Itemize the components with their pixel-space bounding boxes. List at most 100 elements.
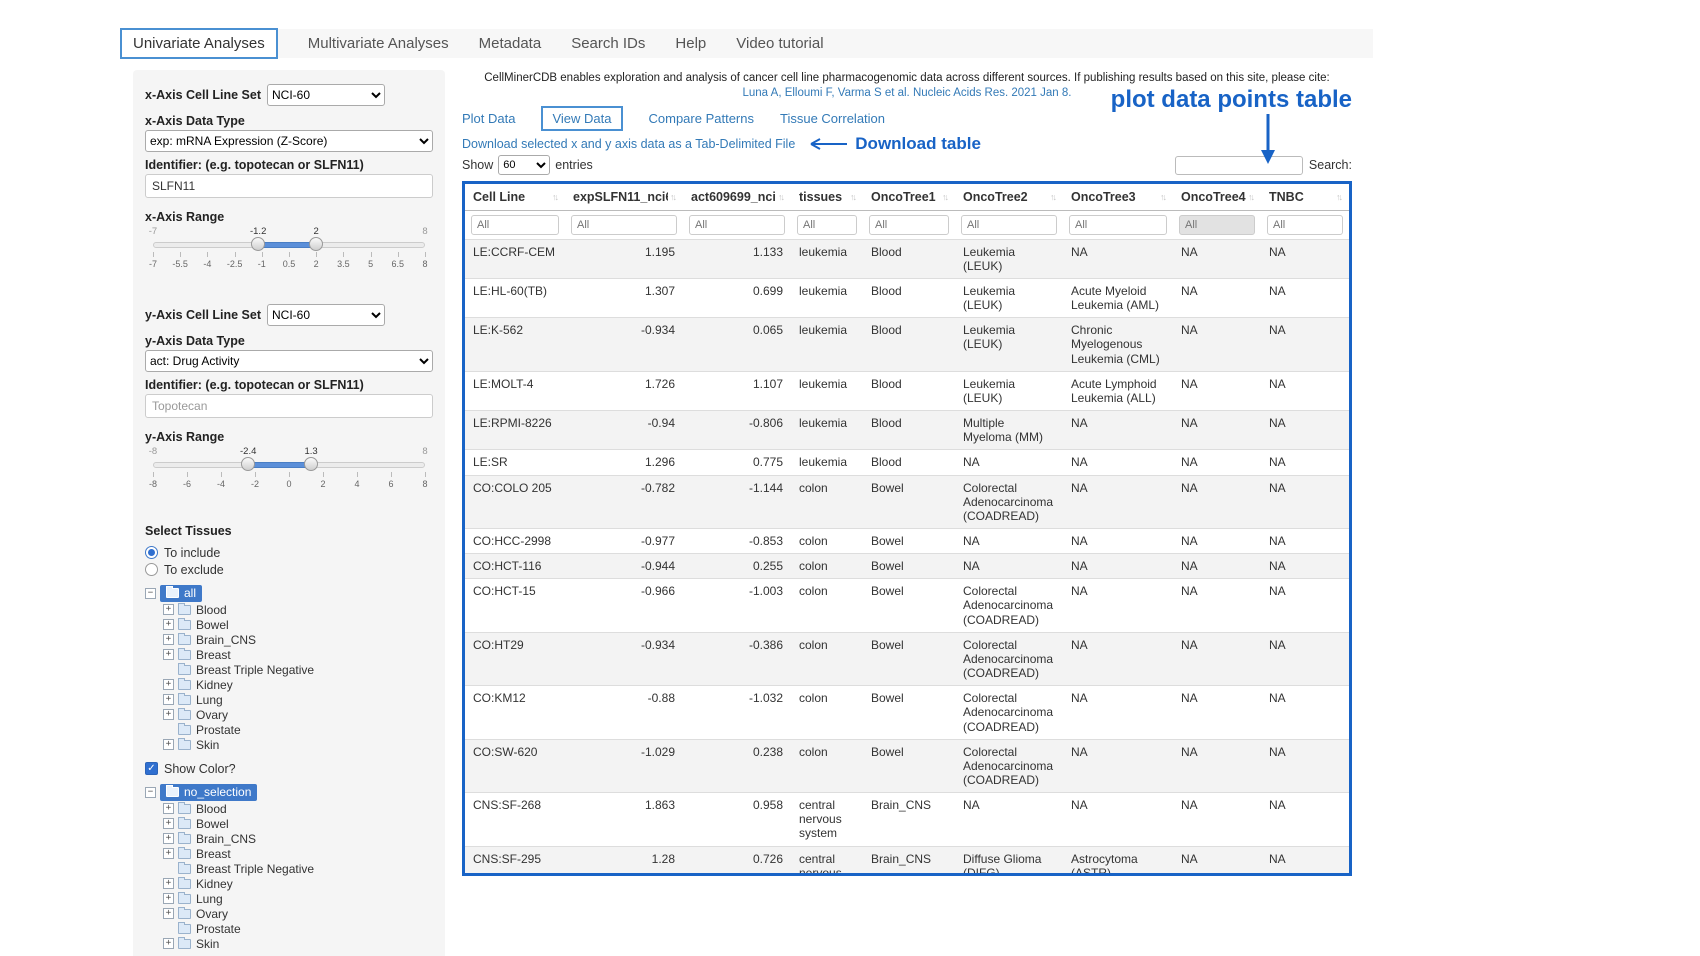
filter-input-oncotree4[interactable] [1179,214,1255,235]
nav-tab-help[interactable]: Help [675,35,707,52]
tree-item-kidney[interactable]: + Kidney [145,876,433,891]
table-row[interactable]: LE:MOLT-4 1.726 1.107 leukemia Blood Leukemia… [465,370,1349,411]
table-row[interactable]: CO:HCT-15 -0.966 -1.003 colon Bowel Colorecta… [465,578,1349,633]
column-header-act609699-nci60[interactable]: act609699_nci60↑↓ [683,183,791,211]
tree-item-bowel[interactable]: + Bowel [145,816,433,831]
expand-icon[interactable]: + [163,893,174,904]
expand-icon[interactable]: + [163,649,174,660]
tree-item-bowel[interactable]: + Bowel [145,617,433,632]
tree-item-breast-triple-negative[interactable]: Breast Triple Negative [145,861,433,876]
table-row[interactable]: LE:RPMI-8226 -0.94 -0.806 leukemia Blood Mult… [465,410,1349,450]
tissue-exclude-radio[interactable]: To exclude [145,561,433,578]
table-row[interactable]: LE:K-562 -0.934 0.065 leukemia Blood Leukemia… [465,317,1349,372]
nav-tab-metadata[interactable]: Metadata [478,35,542,52]
tree-root-no-selection[interactable]: − no_selection [145,783,433,801]
table-row[interactable]: CO:HCT-116 -0.944 0.255 colon Bowel NA NA NA NA [465,553,1349,579]
column-header-oncotree3[interactable]: OncoTree3 ↑↓ [1063,183,1173,211]
tree-item-prostate[interactable]: Prostate [145,921,433,936]
tree-item-kidney[interactable]: + Kidney [145,677,433,692]
show-color-checkbox[interactable]: ✓ Show Color? [145,760,433,777]
filter-input-tissues[interactable] [797,214,857,235]
expand-icon[interactable]: + [163,679,174,690]
x-range-slider[interactable]: -7 -1.2 2 8 -7 -5.5 -4 -2.5 -1 0.5 2 3.5 5 6.5 8 [149,226,428,282]
nav-tab-univariate-analyses[interactable]: Univariate Analyses [120,28,278,59]
tab-view-data[interactable]: View Data [541,105,623,131]
collapse-icon[interactable]: − [145,587,156,599]
y-cell-line-set-select[interactable]: NCI-60 [267,304,386,326]
table-row[interactable]: LE:CCRF-CEM 1.195 1.133 leukemia Blood Leukem… [465,238,1349,279]
filter-input-tnbc[interactable] [1267,214,1343,235]
tree-item-breast[interactable]: + Breast [145,647,433,662]
x-slider-handle-high[interactable] [309,237,324,251]
download-link[interactable]: Download selected x and y axis data as a… [462,136,796,151]
expand-icon[interactable]: + [163,878,174,889]
column-header-tnbc[interactable]: TNBC ↑↓ [1261,183,1349,211]
expand-icon[interactable]: + [163,619,174,630]
table-row[interactable]: CO:SW-620 -1.029 0.238 colon Bowel Colorectal… [465,738,1349,793]
tab-plot-data[interactable]: Plot Data [462,110,516,126]
table-row[interactable]: CO:KM12 -0.88 -1.032 colon Bowel Colorectal A… [465,685,1349,740]
tab-tissue-correlation[interactable]: Tissue Correlation [780,110,886,126]
tissue-include-radio[interactable]: To include [145,544,433,561]
expand-icon[interactable]: + [163,604,174,615]
table-row[interactable]: LE:SR 1.296 0.775 leukemia Blood NA NA NA NA [465,449,1349,476]
expand-icon[interactable]: + [163,938,174,949]
column-header-oncotree1[interactable]: OncoTree1 ↑↓ [863,183,955,211]
citation-link[interactable]: Luna A, Elloumi F, Varma S et al. Nuclei… [742,86,1072,99]
entries-select[interactable]: 60 [498,154,551,175]
y-slider-handle-low[interactable] [241,457,256,471]
expand-icon[interactable]: + [163,848,174,859]
column-header-oncotree4[interactable]: OncoTree4 ↑↓ [1173,183,1261,211]
x-data-type-select[interactable]: exp: mRNA Expression (Z-Score) [145,130,433,152]
tree-item-skin[interactable]: + Skin [145,936,433,951]
column-header-tissues[interactable]: tissues ↑↓ [791,183,863,211]
y-range-slider[interactable]: -8 -2.4 1.3 8 -8 -6 -4 -2 0 2 4 6 8 [149,446,428,502]
expand-icon[interactable]: + [163,818,174,829]
filter-input-expslfn11-nci60[interactable] [571,214,677,235]
filter-input-act609699-nci60[interactable] [689,214,785,235]
filter-input-cell-line[interactable] [471,214,559,235]
x-cell-line-set-select[interactable]: NCI-60 [267,84,386,106]
table-row[interactable]: CO:HCC-2998 -0.977 -0.853 colon Bowel NA NA NA N… [465,527,1349,554]
tree-item-lung[interactable]: + Lung [145,692,433,707]
x-identifier-input[interactable] [145,174,433,198]
tab-compare-patterns[interactable]: Compare Patterns [648,110,755,126]
tree-item-breast[interactable]: + Breast [145,846,433,861]
collapse-icon[interactable]: − [145,786,156,798]
expand-icon[interactable]: + [163,694,174,705]
tree-item-ovary[interactable]: + Ovary [145,707,433,722]
filter-input-oncotree2[interactable] [961,214,1057,235]
y-data-type-select[interactable]: act: Drug Activity [145,350,433,372]
expand-icon[interactable]: + [163,908,174,919]
expand-icon[interactable]: + [163,739,174,750]
expand-icon[interactable]: + [163,803,174,814]
nav-tab-video-tutorial[interactable]: Video tutorial [736,35,824,52]
table-search-input[interactable] [1174,155,1303,175]
column-header-oncotree2[interactable]: OncoTree2 ↑↓ [955,183,1063,211]
table-row[interactable]: CO:COLO 205 -0.782 -1.144 colon Bowel Colorec… [465,474,1349,529]
expand-icon[interactable]: + [163,833,174,844]
tree-item-lung[interactable]: + Lung [145,891,433,906]
tree-item-brain-cns[interactable]: + Brain_CNS [145,632,433,647]
tree-item-ovary[interactable]: + Ovary [145,906,433,921]
tree-item-blood[interactable]: + Blood [145,602,433,617]
tree-item-blood[interactable]: + Blood [145,801,433,816]
tree-item-brain-cns[interactable]: + Brain_CNS [145,831,433,846]
filter-input-oncotree3[interactable] [1069,214,1167,235]
expand-icon[interactable]: + [163,709,174,720]
tree-item-skin[interactable]: + Skin [145,737,433,752]
column-header-expslfn11-nci60[interactable]: expSLFN11_nci60↑↓ [565,183,683,211]
y-identifier-input[interactable] [145,394,433,418]
column-header-cell-line[interactable]: Cell Line ↑↓ [465,183,565,211]
tree-item-prostate[interactable]: Prostate [145,722,433,737]
table-row[interactable]: LE:HL-60(TB) 1.307 0.699 leukemia Blood Leuke… [465,277,1349,318]
table-row[interactable]: CO:HT29 -0.934 -0.386 colon Bowel Colorectal … [465,631,1349,686]
filter-input-oncotree1[interactable] [869,214,949,235]
nav-tab-search-ids[interactable]: Search IDs [571,35,646,52]
nav-tab-multivariate-analyses[interactable]: Multivariate Analyses [307,35,449,52]
table-row[interactable]: CNS:SF-268 1.863 0.958 central nervous syst… [465,792,1349,847]
y-slider-handle-high[interactable] [304,457,319,471]
expand-icon[interactable]: + [163,634,174,645]
tree-root-all[interactable]: − all [145,584,433,602]
